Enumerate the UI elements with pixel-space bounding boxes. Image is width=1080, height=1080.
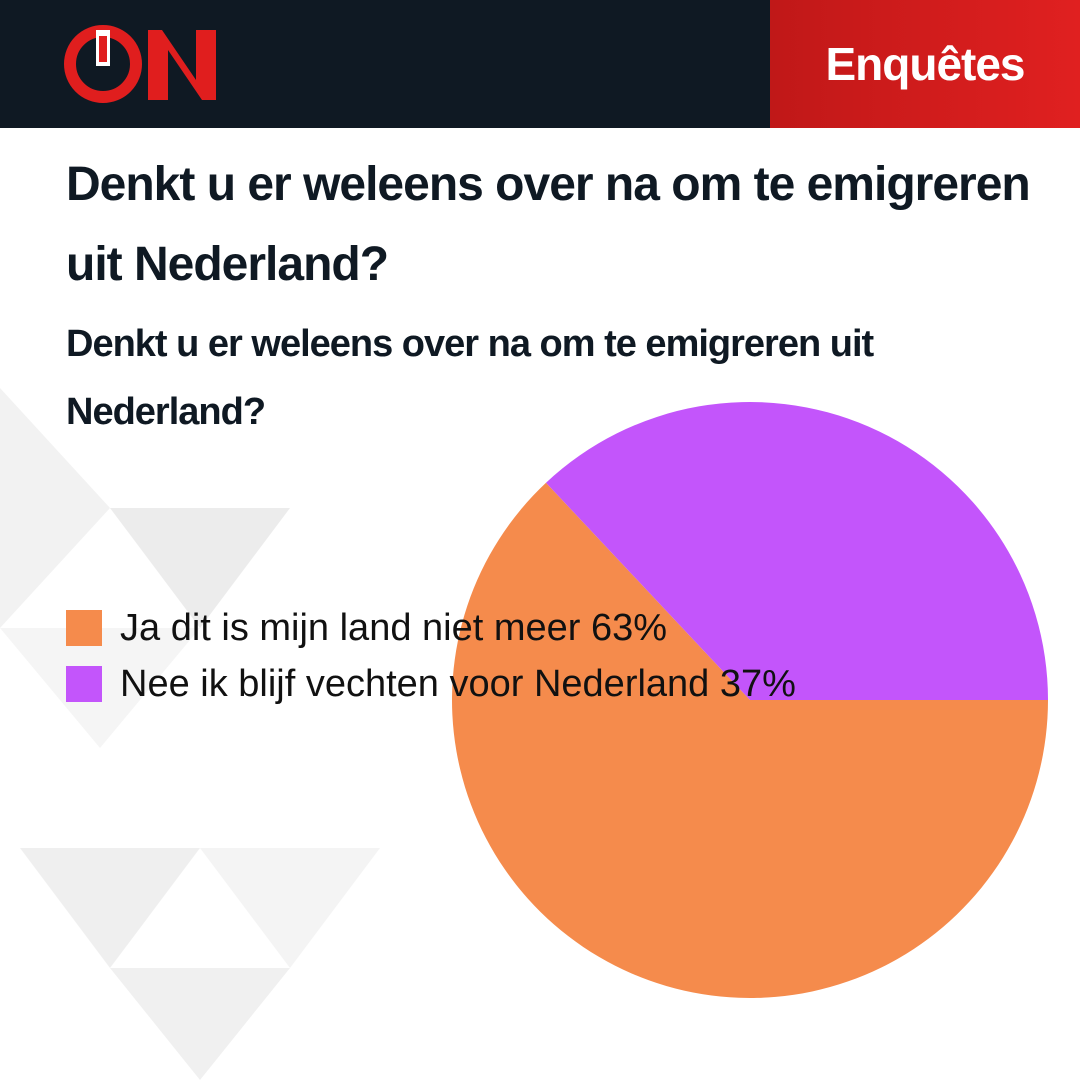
- bg-triangle: [200, 848, 380, 968]
- header: Enquêtes: [0, 0, 1080, 128]
- legend-swatch: [66, 610, 102, 646]
- legend-value: 37%: [719, 662, 796, 705]
- logo-letter: [148, 30, 216, 100]
- chart-title: Denkt u er weleens over na om te emigrer…: [66, 158, 1031, 291]
- chart-subtitle: Denkt u er weleens over na om te emigrer…: [66, 323, 874, 433]
- legend-swatch: [66, 666, 102, 702]
- legend: Ja dit is mijn land niet meer 63% Nee ik …: [66, 600, 796, 712]
- bg-triangle: [20, 848, 200, 968]
- logo-power-bar: [99, 36, 107, 62]
- bg-triangle: [110, 968, 290, 1080]
- legend-label: Nee ik blijf vechten voor Nederland: [120, 662, 710, 705]
- pie-slice: [451, 482, 1048, 998]
- category-tag[interactable]: Enquêtes: [770, 0, 1080, 128]
- legend-item: Nee ik blijf vechten voor Nederland 37%: [66, 656, 796, 712]
- logo: [64, 25, 216, 103]
- bg-triangle: [0, 388, 110, 628]
- bg-triangle: [110, 508, 290, 628]
- legend-label: Ja dit is mijn land niet meer: [120, 606, 581, 649]
- legend-item: Ja dit is mijn land niet meer 63%: [66, 600, 796, 656]
- pie-slice: [546, 402, 1048, 700]
- legend-value: 63%: [590, 606, 668, 649]
